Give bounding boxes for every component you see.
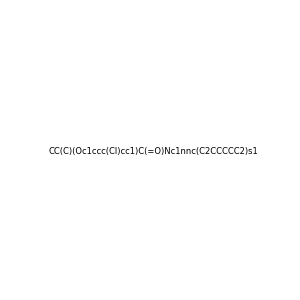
Text: CC(C)(Oc1ccc(Cl)cc1)C(=O)Nc1nnc(C2CCCCC2)s1: CC(C)(Oc1ccc(Cl)cc1)C(=O)Nc1nnc(C2CCCCC2… (49, 147, 259, 156)
